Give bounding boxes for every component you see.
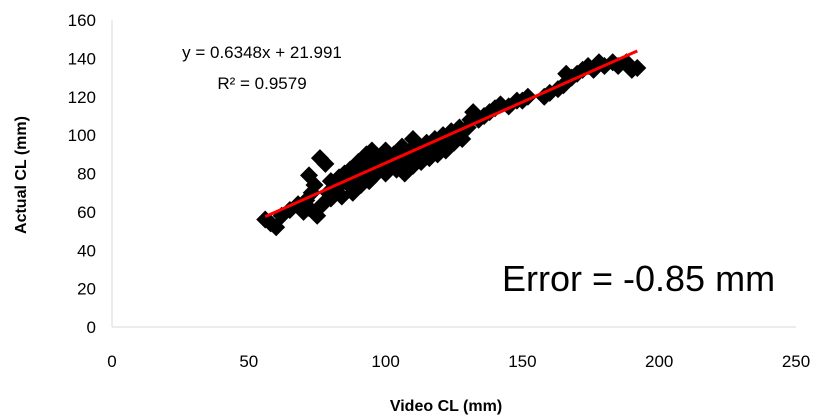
x-tick-label: 250	[782, 352, 810, 371]
data-points	[256, 53, 647, 237]
x-tick-label: 0	[107, 352, 116, 371]
y-tick-label: 0	[87, 318, 96, 337]
x-tick-label: 150	[508, 352, 536, 371]
trendline-equation: y = 0.6348x + 21.991	[182, 43, 342, 62]
y-tick-label: 80	[77, 165, 96, 184]
data-point	[316, 154, 335, 173]
y-tick-label: 20	[77, 280, 96, 299]
y-tick-label: 40	[77, 241, 96, 260]
y-tick-label: 160	[68, 11, 96, 30]
y-axis-title: Actual CL (mm)	[13, 116, 30, 234]
x-axis-ticks: 0 50 100 150 200 250	[107, 352, 810, 371]
x-tick-label: 50	[239, 352, 258, 371]
error-annotation: Error = -0.85 mm	[502, 258, 775, 299]
data-point	[609, 57, 628, 76]
y-tick-label: 100	[68, 126, 96, 145]
x-tick-label: 200	[645, 352, 673, 371]
y-tick-label: 140	[68, 49, 96, 68]
data-point	[305, 176, 324, 195]
y-tick-label: 120	[68, 88, 96, 107]
x-axis-title: Video CL (mm)	[390, 398, 502, 415]
data-point	[628, 58, 647, 77]
x-tick-label: 100	[371, 352, 399, 371]
trendline	[264, 49, 638, 218]
y-tick-label: 60	[77, 203, 96, 222]
r-squared-label: R² = 0.9579	[217, 74, 306, 93]
y-axis-ticks: 0 20 40 60 80 100 120 140 160	[68, 11, 96, 337]
